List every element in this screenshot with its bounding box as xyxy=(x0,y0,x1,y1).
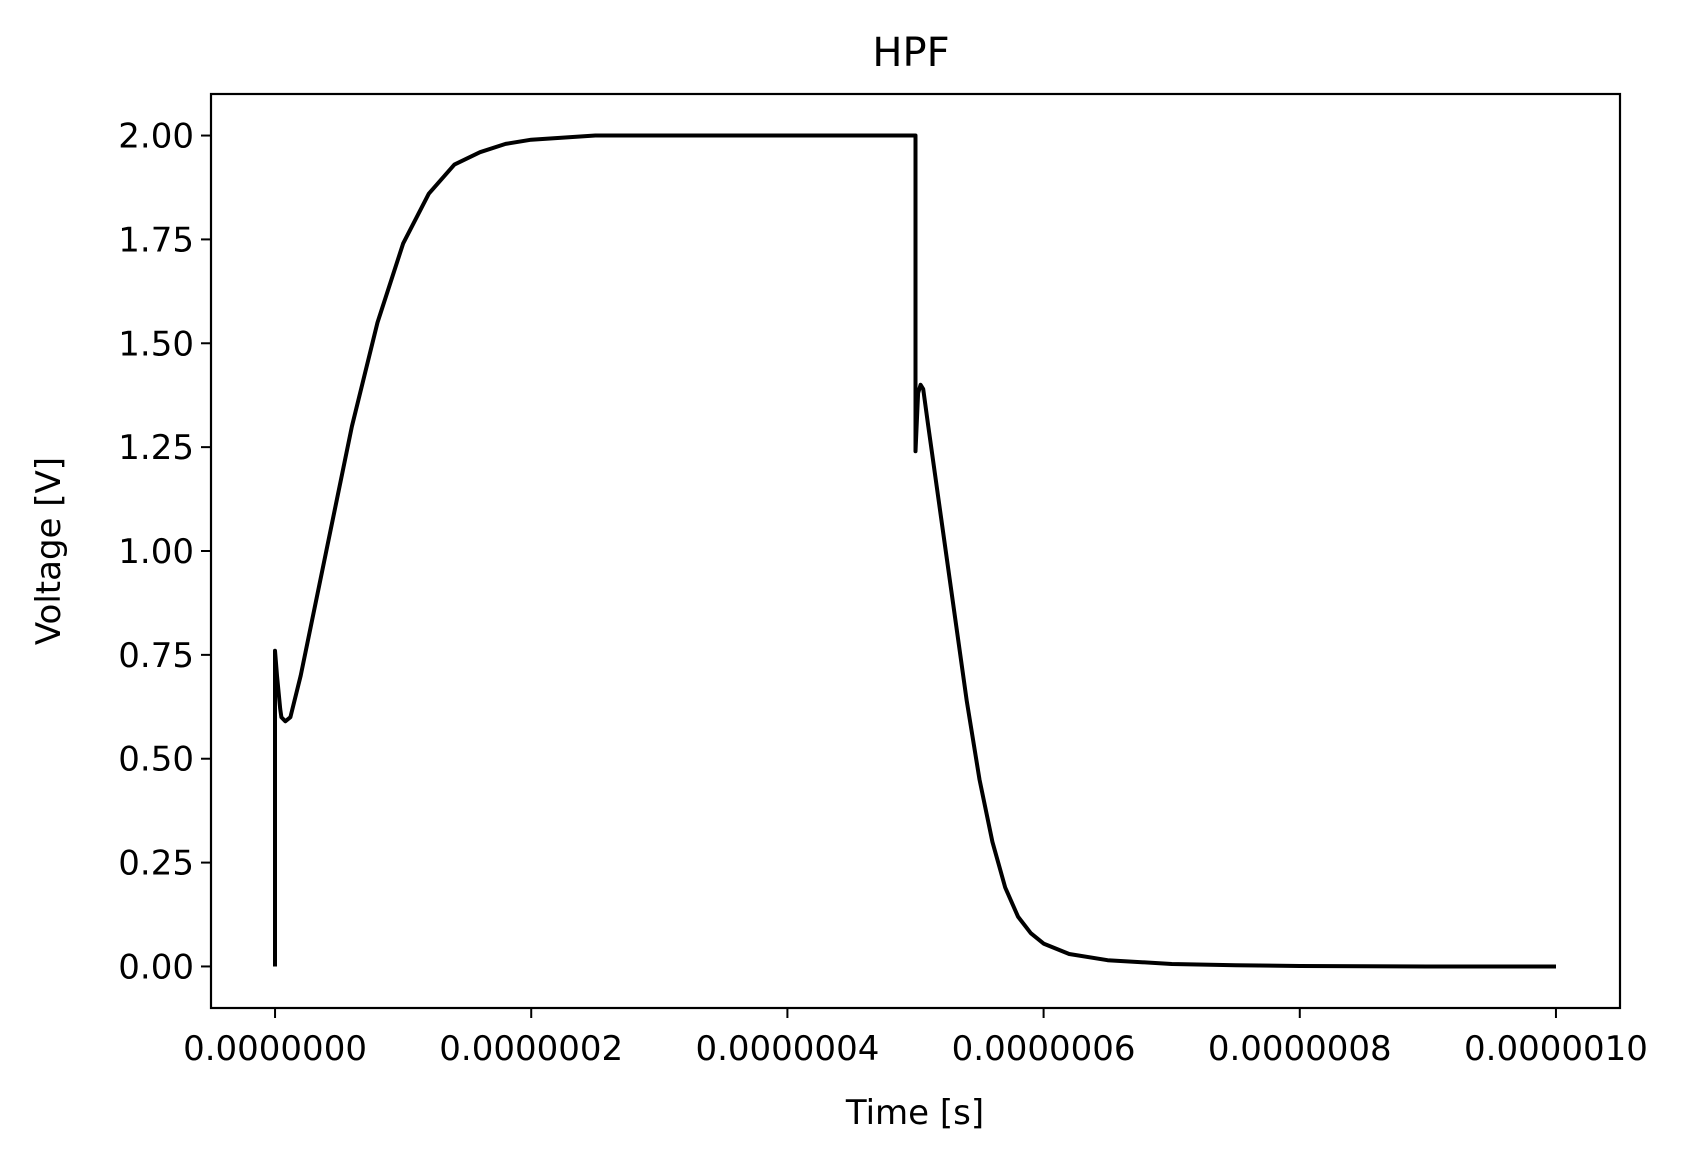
x-tick-label: 0.0000010 xyxy=(1464,1029,1648,1069)
y-tick-label: 1.75 xyxy=(118,220,194,260)
chart-title: HPF xyxy=(872,30,949,76)
y-tick-label: 1.25 xyxy=(118,428,194,468)
x-tick-label: 0.0000004 xyxy=(695,1029,879,1069)
y-tick-label: 2.00 xyxy=(118,117,194,157)
y-tick-label: 1.00 xyxy=(118,532,194,572)
series-line xyxy=(273,133,1556,969)
x-tick-label: 0.0000000 xyxy=(183,1029,367,1069)
x-axis: 0.0000000 0.0000002 0.0000004 0.0000006 0.00… xyxy=(183,1008,1648,1069)
x-tick-label: 0.0000002 xyxy=(439,1029,623,1069)
plot-area xyxy=(209,92,1622,1010)
x-tick-label: 0.0000006 xyxy=(952,1029,1136,1069)
x-tick-label: 0.0000008 xyxy=(1208,1029,1392,1069)
y-tick-label: 0.25 xyxy=(118,844,194,884)
y-tick-label: 0.50 xyxy=(118,740,194,780)
y-tick-label: 1.50 xyxy=(118,324,194,364)
y-axis: 0.00 0.25 0.50 0.75 1.00 1.25 1.50 1.75 2.00 xyxy=(118,117,211,987)
y-axis-label: Voltage [V] xyxy=(29,457,69,645)
y-tick-label: 0.00 xyxy=(118,947,194,987)
x-axis-label: Time [s] xyxy=(845,1093,984,1133)
y-tick-label: 0.75 xyxy=(118,636,194,676)
